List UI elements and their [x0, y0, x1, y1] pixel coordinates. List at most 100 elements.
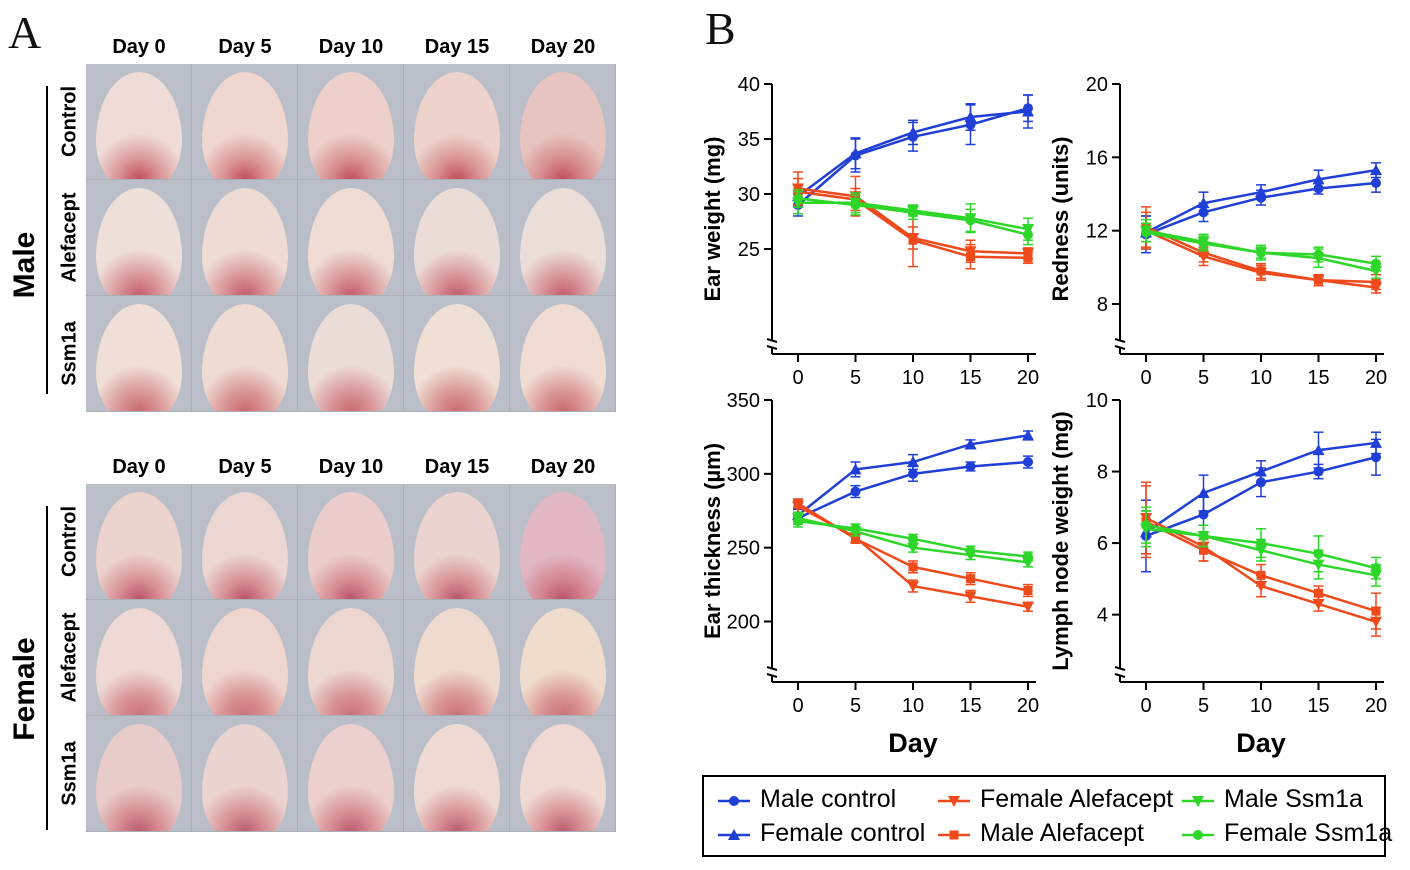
data-point	[1371, 606, 1381, 616]
ear-photo	[86, 716, 192, 832]
y-tick-label: 200	[727, 612, 760, 634]
data-point	[793, 498, 803, 508]
x-tick-label: 0	[792, 367, 803, 389]
ear-shape	[520, 724, 606, 831]
x-axis-label: Day	[1236, 728, 1286, 758]
legend-label: Female Ssm1a	[1224, 819, 1393, 847]
y-tick-label: 20	[1086, 74, 1108, 96]
y-tick-label: 8	[1097, 462, 1108, 484]
legend-label: Female Alefacept	[980, 785, 1174, 813]
legend-marker-icon	[938, 796, 970, 807]
data-point	[1199, 248, 1208, 258]
y-tick-label: 4	[1097, 605, 1108, 627]
data-point	[851, 534, 860, 544]
ear-shape	[414, 188, 500, 295]
day-label: Day 10	[318, 36, 384, 58]
data-point	[908, 235, 918, 245]
y-tick-label: 35	[738, 129, 760, 151]
day-label: Day 5	[218, 36, 272, 58]
ear-shape	[414, 608, 500, 715]
y-tick-label: 16	[1086, 147, 1108, 169]
data-point	[908, 468, 918, 479]
ear-photo	[404, 180, 510, 296]
y-axis-label: Ear weight (mg)	[700, 136, 725, 301]
data-point	[1197, 487, 1210, 499]
x-tick-label: 20	[1365, 695, 1387, 717]
data-point	[964, 591, 977, 603]
data-point	[1022, 429, 1034, 441]
y-tick-label: 10	[1086, 390, 1108, 412]
data-point	[1023, 229, 1033, 240]
x-tick-label: 0	[792, 695, 803, 717]
ear-shape	[202, 724, 288, 831]
ear-shape	[96, 304, 182, 411]
data-point	[1141, 227, 1151, 238]
ear-photo	[192, 600, 298, 716]
data-point	[1313, 466, 1324, 477]
day-label: Day 0	[112, 456, 166, 478]
data-point	[1199, 545, 1208, 555]
ear-photo	[404, 484, 510, 600]
day-label: Day 15	[424, 36, 490, 58]
ear-shape	[308, 492, 394, 599]
x-tick-label: 10	[1250, 367, 1272, 389]
ear-photo	[510, 180, 616, 296]
data-point	[793, 193, 803, 204]
data-point	[1256, 247, 1266, 258]
x-tick-label: 15	[1307, 695, 1329, 717]
data-point	[849, 147, 862, 159]
data-point	[1256, 538, 1266, 549]
ear-shape	[520, 608, 606, 715]
legend-label: Female control	[760, 819, 926, 847]
ear-photo	[510, 296, 616, 412]
data-point	[1312, 444, 1325, 456]
ear-photo	[404, 716, 510, 832]
ear-shape	[308, 188, 394, 295]
legend-label: Male Ssm1a	[1224, 785, 1363, 813]
y-tick-label: 300	[727, 464, 760, 486]
data-point	[1023, 551, 1033, 562]
x-tick-label: 15	[959, 367, 981, 389]
data-point	[850, 486, 861, 497]
y-tick-label: 8	[1097, 294, 1108, 316]
legend-marker-icon	[718, 829, 750, 840]
axis-break-mark	[1114, 338, 1126, 343]
data-point	[1023, 253, 1033, 263]
ear-shape	[520, 492, 606, 599]
data-point	[908, 562, 918, 572]
ear-shape	[414, 72, 500, 179]
data-point	[908, 207, 918, 218]
ear-shape	[308, 72, 394, 179]
data-point	[907, 456, 919, 468]
ear-photo	[510, 64, 616, 180]
y-tick-label: 40	[738, 74, 760, 96]
y-tick-label: 350	[727, 390, 760, 412]
axis-break-mark	[766, 673, 778, 678]
axis-break-mark	[766, 345, 778, 350]
ear-photo	[404, 600, 510, 716]
x-axis-label: Day	[888, 728, 938, 758]
legend-marker-icon	[938, 830, 970, 840]
y-tick-label: 12	[1086, 221, 1108, 243]
legend: Male control Female control Female Aleface…	[702, 775, 1392, 857]
data-point	[1198, 238, 1209, 249]
x-tick-label: 5	[1198, 367, 1209, 389]
ear-shape	[202, 304, 288, 411]
data-point	[1314, 588, 1323, 598]
ear-shape	[96, 724, 182, 831]
panel-a-letter: A	[8, 7, 42, 58]
data-point	[964, 438, 977, 450]
day-label: Day 15	[424, 456, 490, 478]
x-tick-label: 15	[1307, 367, 1329, 389]
ear-photo	[86, 600, 192, 716]
ear-shape	[308, 304, 394, 411]
ear-shape	[202, 492, 288, 599]
data-point	[966, 252, 975, 262]
data-point	[1255, 186, 1267, 198]
ear-photo	[298, 600, 404, 716]
x-tick-label: 10	[902, 367, 924, 389]
x-tick-label: 20	[1017, 367, 1039, 389]
data-point	[965, 215, 976, 226]
x-tick-label: 10	[1250, 695, 1272, 717]
group-bracket-line	[46, 506, 48, 830]
